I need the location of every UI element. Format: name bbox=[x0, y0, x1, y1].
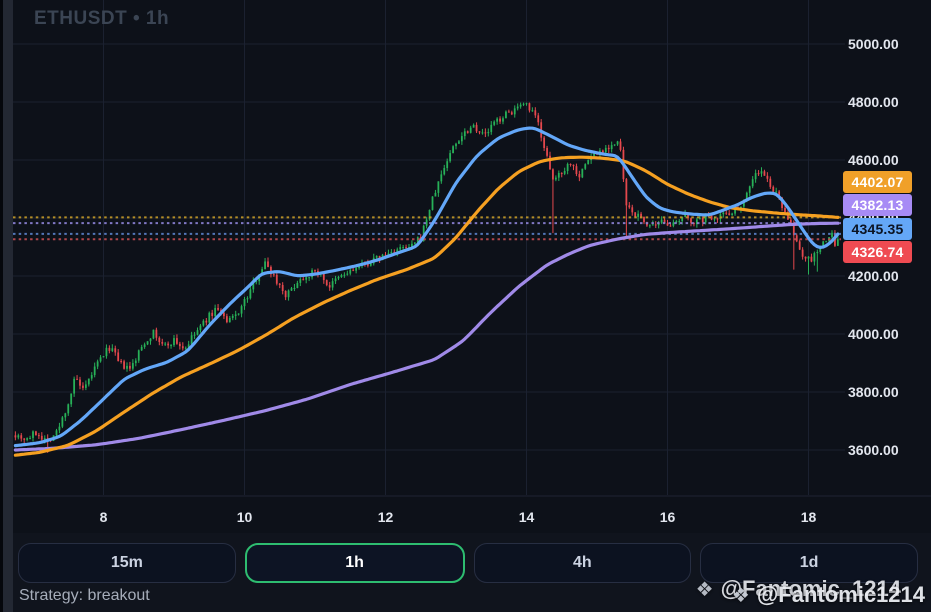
time-tick-label: 16 bbox=[659, 509, 676, 525]
price-badge-ma-blue: 4345.35 bbox=[843, 217, 912, 240]
strategy-label: Strategy: breakout bbox=[19, 587, 150, 604]
time-tick-label: 12 bbox=[377, 509, 394, 525]
time-tick-label: 14 bbox=[518, 509, 535, 525]
watermark-handle-back: @Fantomic_1214 bbox=[720, 576, 901, 601]
watermark-front: ❖ @Fantomic1214 bbox=[732, 582, 925, 608]
price-badge-last-price: 4326.74 bbox=[843, 241, 912, 264]
time-tick-label: 8 bbox=[99, 509, 108, 525]
price-tick-label: 4600.00 bbox=[848, 152, 899, 168]
watermark-handle-front: @Fantomic1214 bbox=[756, 582, 925, 607]
price-tick-label: 4800.00 bbox=[848, 94, 899, 110]
price-badge-ma-purple: 4382.13 bbox=[843, 194, 912, 217]
chart-panel[interactable]: ETHUSDT • 1h 8 10 12 14 16 18 5000.00 4800.00 4… bbox=[13, 0, 931, 534]
price-tick-label: 5000.00 bbox=[848, 36, 899, 52]
candlestick-chart-svg[interactable] bbox=[13, 0, 931, 533]
binance-diamond-icon: ❖ bbox=[731, 585, 750, 607]
time-tick-label: 18 bbox=[800, 509, 817, 525]
time-tick-label: 10 bbox=[236, 509, 253, 525]
timeframe-button-1h[interactable]: 1h bbox=[244, 543, 465, 583]
timeframe-button-1d[interactable]: 1d bbox=[700, 543, 918, 583]
timeframe-button-4h[interactable]: 4h bbox=[473, 543, 692, 583]
price-badge-ma-orange: 4402.07 bbox=[843, 171, 912, 193]
watermark-back: ❖ @Fantomic_1214 bbox=[696, 576, 901, 602]
binance-diamond-icon: ❖ bbox=[695, 579, 714, 601]
timeframe-selector: 15m 1h 4h 1d bbox=[18, 543, 918, 583]
symbol-title: ETHUSDT • 1h bbox=[34, 8, 170, 29]
timeframe-button-15m[interactable]: 15m bbox=[18, 543, 236, 583]
price-tick-label: 3600.00 bbox=[848, 442, 899, 458]
bottom-bar: 15m 1h 4h 1d Strategy: breakout bbox=[13, 533, 931, 612]
left-gutter bbox=[0, 0, 13, 612]
price-tick-label: 4000.00 bbox=[848, 326, 899, 342]
price-tick-label: 4200.00 bbox=[848, 268, 899, 284]
price-tick-label: 3800.00 bbox=[848, 384, 899, 400]
